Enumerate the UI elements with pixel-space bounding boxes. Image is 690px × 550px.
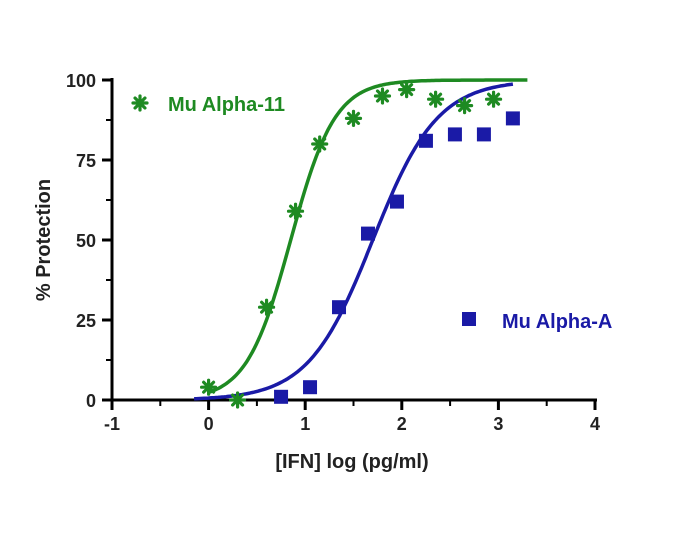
y-tick-label: 100	[66, 71, 96, 91]
data-point-series-1	[455, 96, 474, 115]
asterisk-stroke	[487, 92, 501, 106]
data-point-series-1	[373, 87, 392, 105]
asterisk-stroke	[231, 393, 245, 407]
data-point-series-2	[418, 133, 433, 148]
x-tick-label: 3	[493, 414, 503, 434]
asterisk-stroke	[400, 83, 414, 97]
asterisk-stroke	[202, 380, 216, 394]
x-tick-label: 1	[300, 414, 310, 434]
data-point-series-1	[200, 378, 218, 396]
x-axis-label: [IFN] log (pg/ml)	[275, 451, 428, 473]
y-tick-label: 0	[86, 391, 96, 411]
data-point-series-2	[476, 127, 491, 142]
legend-label-series-2: Mu Alpha-A	[502, 311, 612, 333]
data-point-series-2	[505, 111, 520, 126]
data-point-series-1	[311, 135, 329, 153]
asterisk-stroke	[260, 300, 274, 314]
data-point-series-1	[427, 90, 445, 108]
legend-label-series-1: Mu Alpha-11	[168, 94, 285, 116]
fit-curve-2	[194, 82, 514, 401]
x-tick-label: 4	[590, 414, 600, 434]
fit-curve-1	[208, 78, 528, 395]
data-point-series-1	[257, 298, 276, 316]
y-tick-label: 50	[76, 231, 96, 251]
asterisk-stroke	[288, 204, 303, 218]
x-tick-label: 2	[397, 414, 407, 434]
data-point-series-1	[344, 109, 363, 128]
data-point-series-1	[228, 391, 247, 409]
data-point-series-1	[286, 202, 305, 220]
asterisk-stroke	[429, 92, 443, 106]
x-tick-label: 0	[204, 414, 214, 434]
asterisk-stroke	[375, 89, 390, 103]
data-point-series-2	[389, 194, 404, 209]
asterisk-stroke	[133, 96, 147, 110]
y-tick-label: 25	[76, 311, 96, 331]
data-point-series-2	[303, 380, 318, 395]
data-markers	[200, 80, 520, 409]
data-point-series-1	[398, 80, 416, 99]
y-tick-label: 75	[76, 151, 96, 171]
data-point-series-2	[447, 127, 462, 142]
data-point-series-1	[484, 90, 503, 108]
legend: Mu Alpha-11 Mu Alpha-A	[131, 94, 612, 333]
data-point-series-2	[332, 300, 347, 315]
data-point-series-2	[274, 389, 289, 404]
axes: 0 25 50 75 100 -1 0 1 2 3 4	[66, 71, 600, 434]
data-point-series-2	[360, 226, 375, 241]
asterisk-stroke	[346, 111, 361, 125]
asterisk-stroke	[458, 99, 472, 113]
y-axis-label: % Protection	[33, 179, 55, 301]
legend-marker-series-1	[131, 94, 149, 112]
asterisk-stroke	[313, 137, 327, 151]
x-tick-label: -1	[104, 414, 120, 434]
legend-marker-series-2	[462, 312, 476, 326]
